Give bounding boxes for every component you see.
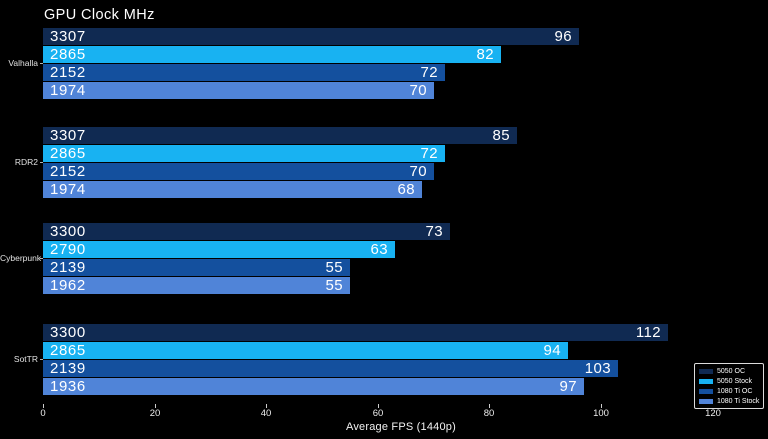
x-axis-tick (43, 404, 44, 408)
x-axis-tick (266, 404, 267, 408)
category-tick (40, 359, 43, 360)
bar-fps-label: 85 (492, 127, 510, 144)
legend-label: 5050 OC (717, 367, 746, 375)
bar-clock-label: 2790 (50, 241, 86, 258)
legend-label: 5050 Stock (717, 377, 753, 385)
legend-item: 1080 Ti OC (699, 387, 759, 395)
bar-fps-label: 72 (420, 64, 438, 81)
x-axis-tick-label: 80 (483, 408, 495, 419)
bar-clock-label: 1936 (50, 378, 86, 395)
legend-label: 1080 Ti Stock (717, 397, 760, 405)
category-label: Cyberpunk (0, 253, 42, 263)
legend-label: 1080 Ti OC (717, 387, 753, 395)
category-tick (40, 63, 43, 64)
bar: 1962 55 (43, 277, 350, 294)
bar: 3300 112 (43, 324, 668, 341)
category-label: Valhalla (8, 58, 38, 68)
bar: 2139 103 (43, 360, 618, 377)
bar-fps-label: 73 (425, 223, 443, 240)
bar: 1974 68 (43, 181, 422, 198)
bar: 2865 94 (43, 342, 568, 359)
bar-fps-label: 63 (370, 241, 388, 258)
category-label: SotTR (13, 354, 38, 364)
bar-clock-label: 2139 (50, 360, 86, 377)
bar-clock-label: 3300 (50, 324, 86, 341)
bar-fps-label: 103 (584, 360, 611, 377)
x-axis-tick (601, 404, 602, 408)
chart-title: GPU Clock MHz (44, 7, 155, 23)
bar-clock-label: 3307 (50, 127, 86, 144)
bar: 2790 63 (43, 241, 395, 258)
x-axis-tick-label: 60 (372, 408, 384, 419)
bar-clock-label: 2865 (50, 46, 86, 63)
bar: 2152 70 (43, 163, 434, 180)
bar-fps-label: 97 (559, 378, 577, 395)
bar-fps-label: 94 (543, 342, 561, 359)
x-axis-tick (378, 404, 379, 408)
legend-swatch (699, 368, 713, 374)
bar-fps-label: 70 (409, 82, 427, 99)
legend-swatch (699, 398, 713, 404)
bar-clock-label: 2139 (50, 259, 86, 276)
legend-swatch (699, 388, 713, 394)
x-axis-tick (155, 404, 156, 408)
bar-clock-label: 3307 (50, 28, 86, 45)
x-axis-tick-label: 0 (40, 408, 46, 419)
bar: 2139 55 (43, 259, 350, 276)
bar-clock-label: 2152 (50, 64, 86, 81)
legend-item: 5050 Stock (699, 377, 759, 385)
bar-clock-label: 3300 (50, 223, 86, 240)
bar-clock-label: 2152 (50, 163, 86, 180)
x-axis-label: Average FPS (1440p) (346, 421, 456, 433)
bar: 3307 85 (43, 127, 517, 144)
bar: 2865 72 (43, 145, 445, 162)
x-axis-tick-label: 20 (149, 408, 161, 419)
bar-fps-label: 112 (635, 324, 661, 341)
category-tick (40, 258, 43, 259)
bar-fps-label: 68 (397, 181, 415, 198)
legend-item: 5050 OC (699, 367, 759, 375)
x-axis-tick-label: 100 (593, 408, 609, 419)
bar: 1936 97 (43, 378, 584, 395)
bar: 1974 70 (43, 82, 434, 99)
bar-clock-label: 1962 (50, 277, 86, 294)
x-axis-tick (489, 404, 490, 408)
bar-fps-label: 55 (325, 277, 343, 294)
category-tick (40, 162, 43, 163)
bar: 3307 96 (43, 28, 579, 45)
bar-fps-label: 55 (325, 259, 343, 276)
legend: 5050 OC 5050 Stock 1080 Ti OC 1080 Ti Stock (694, 363, 764, 409)
bar-clock-label: 1974 (50, 82, 86, 99)
bar: 2152 72 (43, 64, 445, 81)
bar: 2865 82 (43, 46, 501, 63)
bar-fps-label: 72 (420, 145, 438, 162)
bar-fps-label: 70 (409, 163, 427, 180)
legend-item: 1080 Ti Stock (699, 397, 759, 405)
bar: 3300 73 (43, 223, 450, 240)
bar-clock-label: 1974 (50, 181, 86, 198)
x-axis-tick-label: 40 (260, 408, 272, 419)
bar-clock-label: 2865 (50, 145, 86, 162)
legend-swatch (699, 378, 713, 384)
category-label: RDR2 (14, 157, 38, 167)
bar-fps-label: 82 (476, 46, 494, 63)
bar-clock-label: 2865 (50, 342, 86, 359)
bar-fps-label: 96 (554, 28, 572, 45)
x-axis-tick-label: 120 (705, 408, 721, 419)
